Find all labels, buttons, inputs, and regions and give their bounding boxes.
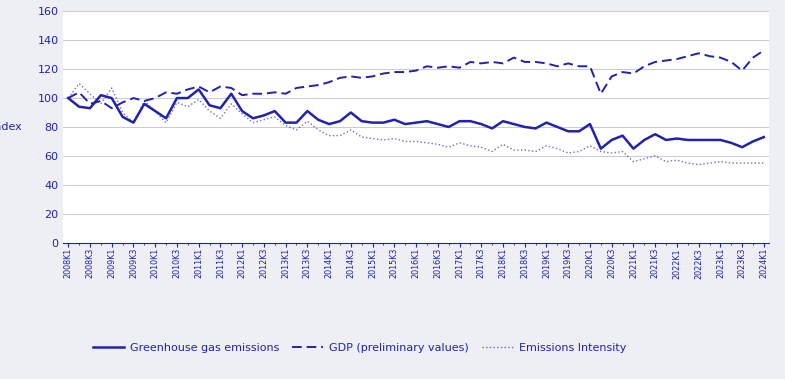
Greenhouse gas emissions (194, 87, 203, 92)
Emissions Intensity (368, 136, 378, 141)
Greenhouse gas emissions (433, 122, 443, 126)
Emissions Intensity (64, 96, 73, 100)
Y-axis label: Index: Index (0, 122, 22, 132)
Line: Greenhouse gas emissions: Greenhouse gas emissions (68, 89, 764, 149)
GDP (preliminary values) (237, 93, 246, 97)
GDP (preliminary values) (107, 106, 116, 110)
GDP (preliminary values) (64, 96, 73, 100)
Emissions Intensity (737, 161, 747, 165)
GDP (preliminary values) (368, 74, 378, 79)
GDP (preliminary values) (281, 91, 290, 96)
Emissions Intensity (672, 158, 681, 163)
Legend: Greenhouse gas emissions, GDP (preliminary values), Emissions Intensity: Greenhouse gas emissions, GDP (prelimina… (89, 338, 630, 357)
Line: GDP (preliminary values): GDP (preliminary values) (68, 50, 764, 108)
Emissions Intensity (433, 142, 443, 147)
Greenhouse gas emissions (737, 145, 747, 149)
GDP (preliminary values) (737, 68, 747, 73)
Emissions Intensity (694, 162, 703, 167)
GDP (preliminary values) (672, 57, 681, 61)
Greenhouse gas emissions (281, 121, 290, 125)
Greenhouse gas emissions (64, 96, 73, 100)
GDP (preliminary values) (759, 48, 769, 53)
Greenhouse gas emissions (237, 109, 246, 113)
Greenhouse gas emissions (683, 138, 692, 142)
Greenhouse gas emissions (596, 146, 605, 151)
Line: Emissions Intensity: Emissions Intensity (68, 84, 764, 164)
Emissions Intensity (759, 161, 769, 165)
Greenhouse gas emissions (368, 121, 378, 125)
Emissions Intensity (237, 112, 246, 116)
Emissions Intensity (75, 81, 84, 86)
GDP (preliminary values) (433, 66, 443, 70)
Greenhouse gas emissions (759, 135, 769, 139)
Emissions Intensity (281, 123, 290, 128)
